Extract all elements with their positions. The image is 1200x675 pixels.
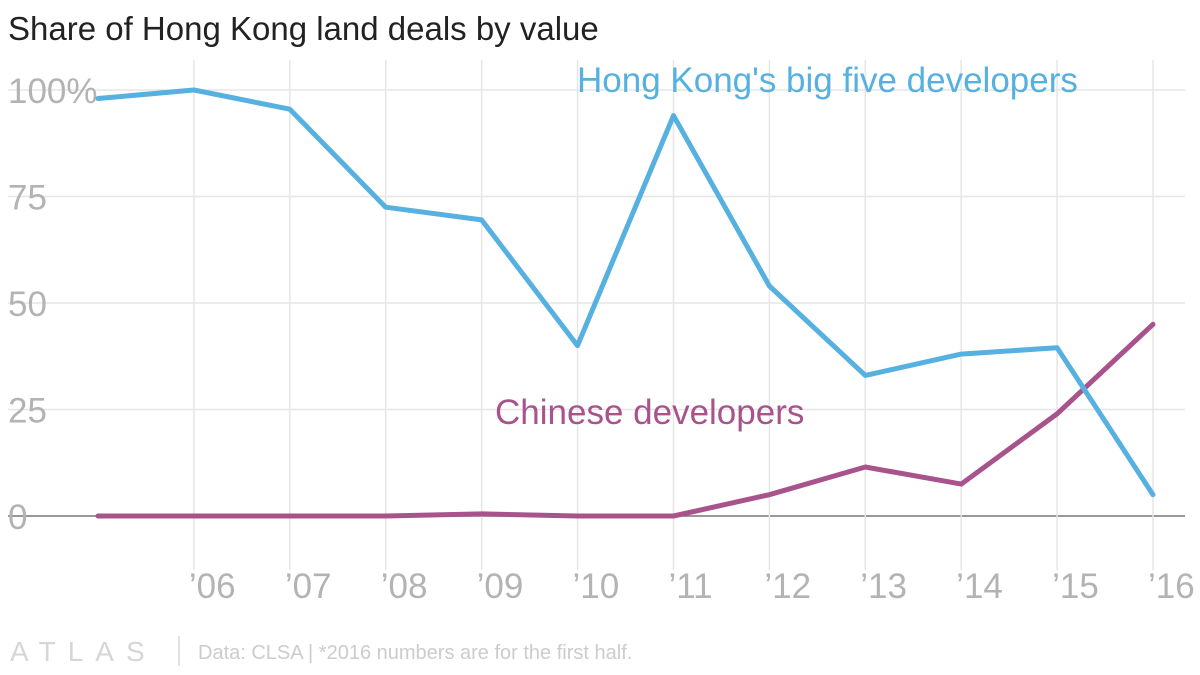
x-axis-ticks: ’06 ’07 ’08 ’09 ’10 ’11 ’12 ’13 ’14 ’15 ’16 — [189, 567, 1195, 606]
series-label-big-five: Hong Kong's big five developers — [577, 61, 1078, 100]
x-tick-label: ’06 — [189, 567, 236, 606]
y-tick-label: 100% — [8, 72, 98, 111]
atlas-logo: ATLAS — [10, 636, 157, 667]
chart-title: Share of Hong Kong land deals by value — [8, 10, 599, 47]
y-tick-label: 75 — [8, 179, 47, 218]
gridlines — [8, 60, 1185, 570]
series-labels: Hong Kong's big five developers Chinese … — [495, 61, 1078, 432]
series-line-big-five — [95, 87, 1156, 498]
y-tick-label: 0 — [8, 498, 27, 537]
footer: ATLAS Data: CLSA | *2016 numbers are for… — [0, 632, 1200, 672]
x-tick-label: ’07 — [285, 567, 332, 606]
x-tick-label: ’12 — [764, 567, 811, 606]
series-line-chinese — [95, 321, 1156, 519]
y-tick-label: 25 — [8, 392, 47, 431]
series-lines — [95, 87, 1156, 519]
source-note: Data: CLSA | *2016 numbers are for the f… — [198, 642, 633, 664]
x-tick-label: ’16 — [1148, 567, 1195, 606]
x-tick-label: ’13 — [860, 567, 907, 606]
y-tick-label: 50 — [8, 285, 47, 324]
x-tick-label: ’10 — [573, 567, 620, 606]
x-tick-label: ’09 — [477, 567, 524, 606]
x-tick-label: ’14 — [956, 567, 1003, 606]
x-tick-label: ’08 — [381, 567, 428, 606]
x-tick-label: ’11 — [668, 567, 712, 606]
series-label-chinese: Chinese developers — [495, 393, 804, 432]
footer-divider — [178, 636, 180, 666]
y-axis-ticks: 0 25 50 75 100% — [8, 72, 98, 537]
x-tick-label: ’15 — [1052, 567, 1099, 606]
